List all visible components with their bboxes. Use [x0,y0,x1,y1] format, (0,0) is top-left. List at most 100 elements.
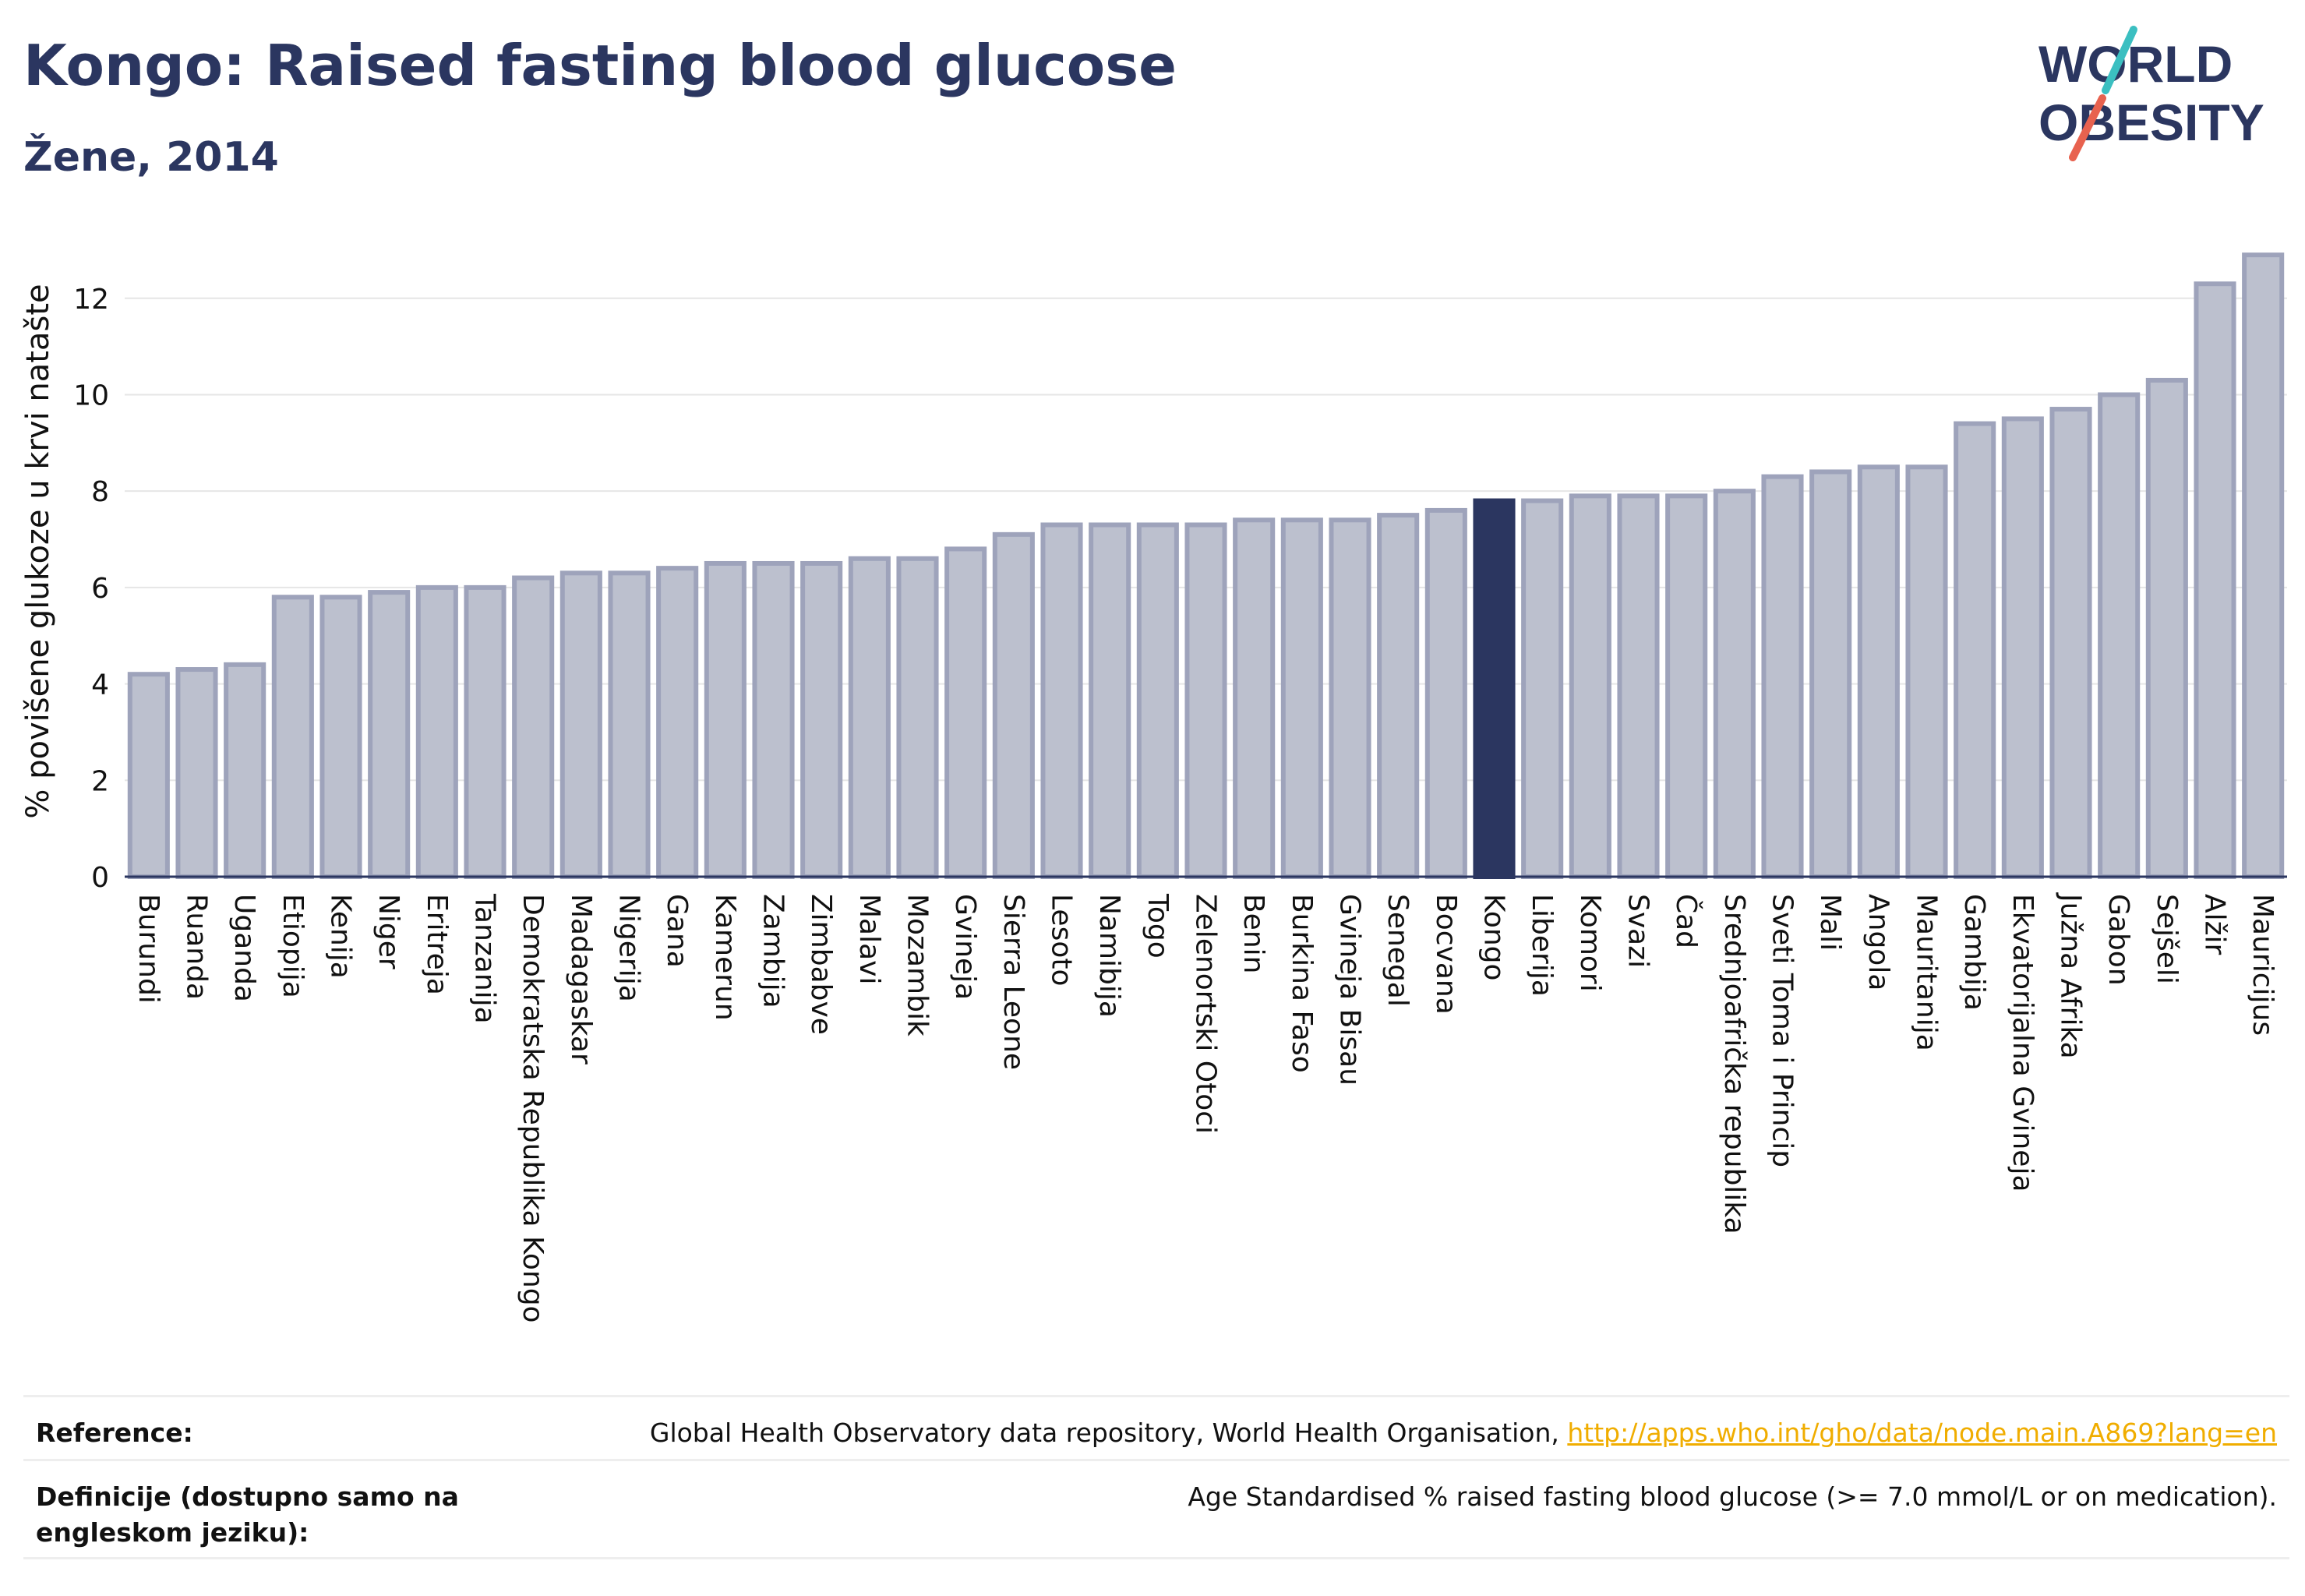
reference-link[interactable]: http://apps.who.int/gho/data/node.main.A… [1567,1418,2277,1448]
bar [1617,493,1660,879]
y-tick-label: 0 [91,862,109,894]
bar [175,667,218,879]
x-tick-label: Čad [1670,894,1703,948]
bar [464,584,507,880]
bar [271,595,314,880]
x-tick-label: Liberija [1526,894,1558,997]
x-tick-label: Burkina Faso [1286,894,1318,1073]
bar [1713,489,1756,879]
bar [1521,498,1564,879]
y-tick-label: 2 [91,765,109,797]
x-tick-label: Mozambik [902,894,934,1036]
x-tick-label: Gana [661,894,693,968]
bar [1233,517,1276,880]
x-tick-label: Kamerun [709,894,741,1021]
y-tick-label: 12 [73,284,109,316]
x-tick-label: Gambija [1958,894,1990,1011]
y-tick-label: 8 [91,476,109,508]
bar-chart: 0 2 4 6 8 10 12 Burundi Ruanda Uganda Etiopija Ken… [20,252,2287,1323]
x-tick-label: Gvineja [949,894,981,1000]
bar [656,566,699,879]
x-tick-label: Južna Afrika [2055,892,2087,1059]
x-tick-label: Mauricijus [2247,894,2279,1036]
x-tick-label: Senegal [1382,894,1414,1007]
bar [1040,522,1083,880]
y-tick-label: 4 [91,669,109,701]
bar [800,560,843,879]
bar [1857,464,1900,879]
definition-label: Definicije (dostupno samo na engleskom j… [36,1481,459,1548]
x-tick-label: Namibija [1093,894,1125,1018]
bar [1280,517,1323,880]
x-tick-label: Ekvatorijalna Gvineja [2007,894,2038,1192]
definition-value: Age Standardised % raised fasting blood … [1188,1481,2277,1512]
logo-slash-teal [2102,26,2137,94]
reference-text: Global Health Observatory data repositor… [649,1418,1568,1448]
logo-line2: OBESITY [2038,94,2264,151]
x-tick-label: Kongo [1478,894,1510,981]
bar [127,672,170,879]
x-tick-label: Zelenortski Otoci [1190,894,1222,1134]
x-tick-label: Madagaskar [565,894,597,1065]
x-tick-label: Uganda [228,894,260,1002]
page-subtitle: Žene, 2014 [23,134,279,181]
page-title: Kongo: Raised fasting blood glucose [23,33,1177,98]
bar [2049,407,2092,879]
x-tick-label: Svazi [1622,894,1654,968]
x-tick-label: Sierra Leone [997,894,1029,1070]
reference-label: Reference: [36,1418,193,1448]
x-tick-label: Ruanda [181,894,213,1000]
y-tick-label: 6 [91,573,109,605]
bar [704,560,747,879]
x-tick-label: Sejšeli [2151,894,2183,984]
bar [2194,281,2236,879]
y-tick-label: 10 [73,380,109,411]
bar [1761,474,1804,879]
x-tick-label: Komori [1574,894,1606,992]
bar [368,590,411,880]
bar [512,575,555,879]
x-tick-label: Etiopija [277,894,309,998]
bar [944,546,987,879]
x-tick-label: Kenija [325,894,357,979]
x-tick-label: Srednjoafrička republika [1718,894,1750,1234]
x-tick-label: Eritreja [421,894,453,995]
bar-highlight [1473,498,1516,879]
x-tick-label: Sveti Toma i Princip [1767,894,1798,1167]
bar [992,531,1035,880]
y-axis-label: % povišene glukoze u krvi natašte [20,284,56,818]
reference-value: Global Health Observatory data repositor… [650,1415,2277,1451]
bars [127,252,2285,880]
bar [1377,513,1420,879]
bar [1089,522,1131,880]
x-tick-label: Togo [1142,893,1174,959]
x-tick-label: Mali [1814,894,1846,951]
y-tick-labels: 0 2 4 6 8 10 12 [73,284,109,894]
footer-divider-top [23,1395,2289,1397]
bar [1136,522,1179,880]
bar [2098,392,2141,879]
bar [1954,421,1996,879]
x-tick-labels: Burundi Ruanda Uganda Etiopija Kenija Niger Er… [132,892,2279,1323]
bar [415,584,458,880]
bar [2145,377,2188,880]
bar [1809,469,1852,879]
bar [1905,464,1948,879]
bar [608,570,651,879]
bar [848,556,891,879]
footer-divider-bottom [23,1557,2289,1559]
x-tick-label: Malavi [853,894,885,985]
x-tick-label: Gvineja Bisau [1334,894,1366,1086]
x-tick-label: Zimbabve [805,894,837,1035]
x-tick-label: Bocvana [1430,894,1462,1015]
bar [896,556,939,879]
bar [1184,522,1227,880]
bar [1424,507,1467,879]
x-tick-label: Burundi [132,894,164,1004]
x-tick-label: Alžir [2199,894,2231,955]
x-tick-label: Angola [1862,894,1894,990]
bar [559,570,602,879]
bar [1329,517,1371,880]
logo-slash-red [2069,94,2106,161]
x-tick-label: Demokratska Republika Kongo [517,894,549,1323]
